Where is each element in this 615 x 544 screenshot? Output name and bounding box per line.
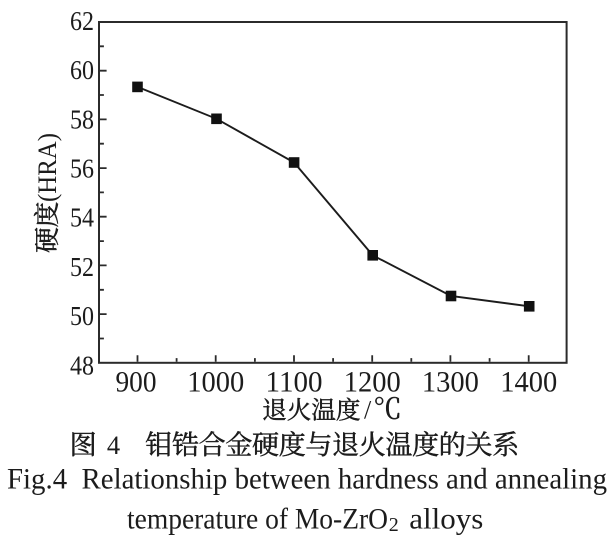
svg-text:62: 62 <box>70 6 94 36</box>
svg-text:50: 50 <box>70 301 94 331</box>
svg-text:alloys: alloys <box>409 503 483 535</box>
svg-text:1000: 1000 <box>187 367 244 399</box>
svg-text:1400: 1400 <box>500 367 557 399</box>
svg-text:1200: 1200 <box>344 367 401 399</box>
svg-text:58: 58 <box>70 104 94 134</box>
svg-text:temperature of Mo-ZrO: temperature of Mo-ZrO <box>127 503 388 535</box>
svg-text:60: 60 <box>70 55 94 85</box>
svg-text:Fig.4 Relationship between ha: Fig.4 Relationship between hardness and … <box>7 464 607 496</box>
svg-text:52: 52 <box>70 252 94 282</box>
svg-text:/: / <box>364 396 372 425</box>
svg-text:(HRA): (HRA) <box>33 133 62 202</box>
svg-text:1100: 1100 <box>266 367 323 399</box>
svg-text:56: 56 <box>70 154 94 184</box>
svg-text:1300: 1300 <box>422 367 479 399</box>
svg-text:54: 54 <box>70 203 94 233</box>
svg-text:48: 48 <box>70 350 94 380</box>
svg-text:2: 2 <box>389 514 399 536</box>
svg-text:4: 4 <box>107 430 120 460</box>
svg-text:900: 900 <box>116 367 157 399</box>
